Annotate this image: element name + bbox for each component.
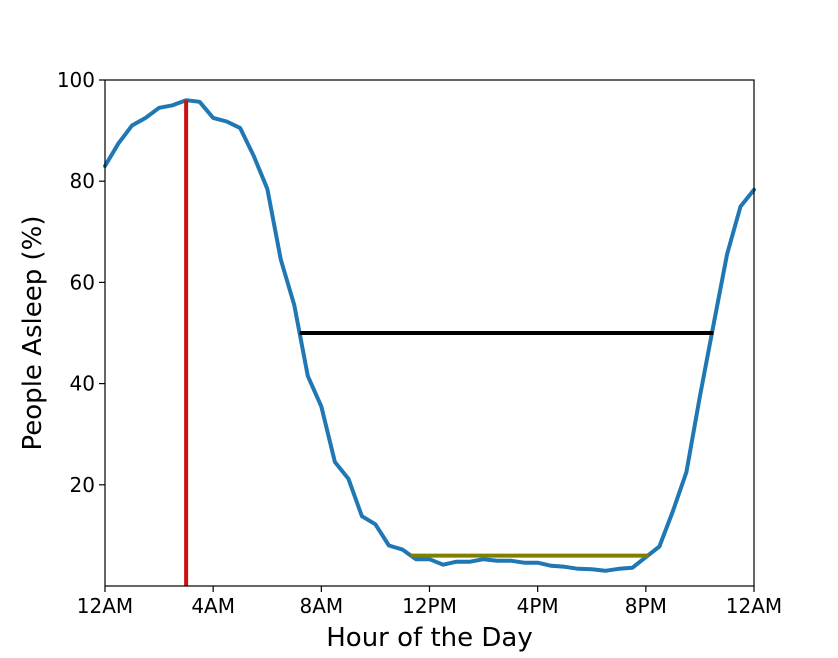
plot-area xyxy=(103,98,756,586)
x-tick-label: 12AM xyxy=(726,594,782,618)
x-tick-label: 4AM xyxy=(191,594,235,618)
y-tick-label: 80 xyxy=(70,169,95,193)
x-tick-label: 8AM xyxy=(299,594,343,618)
y-axis-label: People Asleep (%) xyxy=(18,216,48,451)
y-tick-label: 20 xyxy=(70,473,95,497)
x-axis-label: Hour of the Day xyxy=(326,623,533,653)
x-tick-label: 4PM xyxy=(517,594,559,618)
x-tick-label: 12AM xyxy=(77,594,133,618)
x-tick-label: 12PM xyxy=(402,594,457,618)
y-tick-label: 100 xyxy=(57,68,95,92)
y-tick-label: 40 xyxy=(70,372,95,396)
x-tick-label: 8PM xyxy=(625,594,667,618)
series-line-0 xyxy=(103,98,756,573)
axis-ticks: 12AM 4AM 8AM 12PM 4PM 8PM 12AM 20 40 60 80 100 xyxy=(57,68,782,618)
y-tick-label: 60 xyxy=(70,270,95,294)
